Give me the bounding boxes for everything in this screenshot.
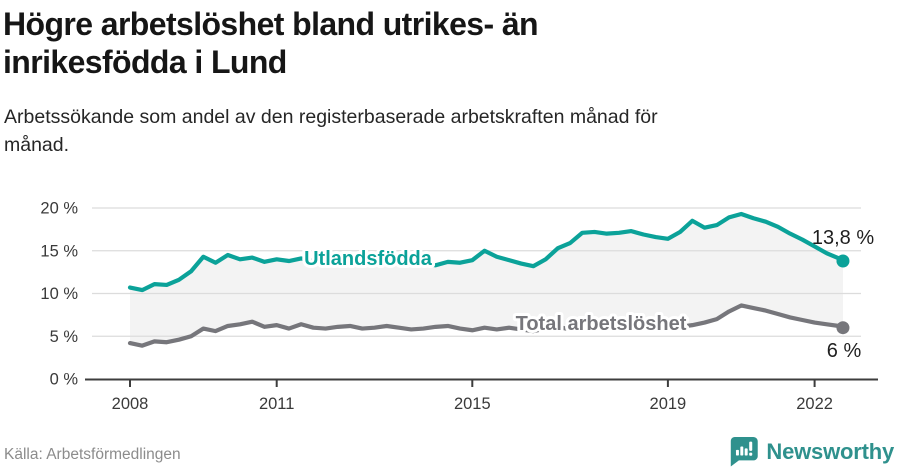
x-tick-label-2011: 2011 — [259, 395, 294, 413]
end-value-label-1: 6 % — [827, 340, 862, 362]
fill-between-area — [130, 213, 843, 346]
y-tick-label-5: 5 % — [50, 328, 79, 346]
end-value-label-0: 13,8 % — [812, 227, 874, 249]
series-label-1: Total arbetslöshet — [516, 313, 687, 335]
y-tick-label-15: 15 % — [40, 242, 78, 260]
page-subtitle-line-2: månad. — [4, 134, 70, 156]
series-line-1 — [127, 303, 846, 348]
x-tick-label-2015: 2015 — [454, 395, 491, 413]
series-end-dot-0 — [836, 254, 850, 268]
x-tick-label-2019: 2019 — [650, 395, 687, 413]
x-tick-label-2008: 2008 — [112, 395, 149, 413]
y-tick-label-20: 20 % — [40, 200, 78, 218]
page-title: Högre arbetslöshet bland utrikes- än inr… — [3, 5, 763, 81]
source-note: Källa: Arbetsförmedlingen — [4, 446, 181, 463]
page-title-line-1: Högre arbetslöshet bland utrikes- än — [3, 6, 539, 42]
series-end-dot-1 — [836, 321, 850, 335]
bar-chart-speech-bubble-icon — [731, 437, 759, 467]
y-tick-label-0: 0 % — [50, 371, 79, 389]
x-tick-label-2022: 2022 — [796, 395, 833, 413]
series-label-0: Utlandsfödda — [304, 248, 433, 270]
page-subtitle-line-1: Arbetssökande som andel av den registerb… — [4, 106, 658, 128]
series-line-0 — [127, 211, 846, 293]
y-tick-label-10: 10 % — [40, 285, 78, 303]
page-subtitle: Arbetssökande som andel av den registerb… — [4, 103, 844, 159]
unemployment-line-chart: 0 % 5 % 10 % 15 % 20 % 2008 2011 2015 2019 2022 Ut… — [40, 200, 878, 413]
newsworthy-logo-text: Newsworthy — [766, 439, 894, 464]
newsworthy-logo: Newsworthy — [730, 437, 894, 467]
page-title-line-2: inrikesfödda i Lund — [3, 44, 287, 80]
